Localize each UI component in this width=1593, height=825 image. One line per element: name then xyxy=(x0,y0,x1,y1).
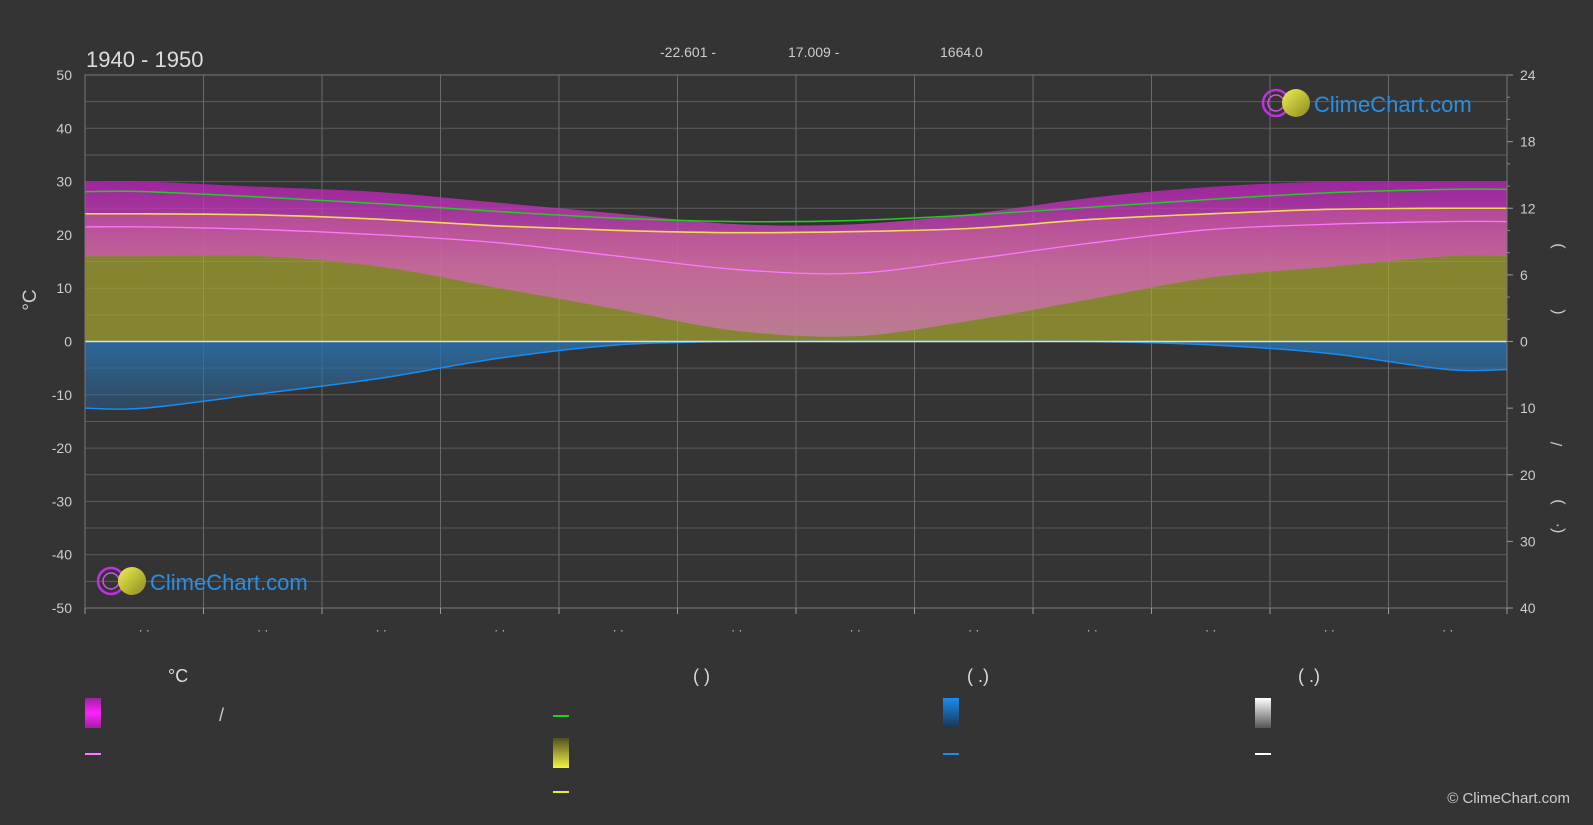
logo-sun-icon xyxy=(1282,89,1310,117)
right-top-tick-label: 0 xyxy=(1520,334,1528,350)
left-tick-label: -40 xyxy=(52,547,72,563)
precipitation-area xyxy=(85,341,1507,410)
month-tick-label: · · xyxy=(139,623,150,637)
month-tick-label: · · xyxy=(376,623,387,637)
month-tick-label: · · xyxy=(968,623,979,637)
right-bottom-tick-label: 10 xyxy=(1520,400,1536,416)
month-tick-label: · · xyxy=(494,623,505,637)
month-tick-label: · · xyxy=(1324,623,1335,637)
temperature-range-area xyxy=(85,181,1507,337)
period-title: 1940 - 1950 xyxy=(86,47,203,72)
right-top-tick-label: 18 xyxy=(1520,134,1536,150)
elevation-text: 1664.0 xyxy=(940,44,983,60)
logo-bottom[interactable]: ClimeChart.com xyxy=(96,566,308,596)
legend-snow-swatch xyxy=(1255,698,1271,728)
left-tick-label: -50 xyxy=(52,600,72,616)
month-tick-label: · · xyxy=(257,623,268,637)
copyright-text: © ClimeChart.com xyxy=(1447,790,1570,807)
legend-temp-range-label: / xyxy=(219,705,224,725)
legend-col2-header: ( ) xyxy=(693,666,710,686)
legend-rain-swatch xyxy=(943,698,959,728)
logo-top[interactable]: ClimeChart.com xyxy=(1261,88,1472,118)
longitude-text: 17.009 - xyxy=(788,44,840,60)
left-tick-label: -10 xyxy=(52,387,72,403)
legend-sunshine-swatch xyxy=(553,738,569,768)
legend: °C ( ) ( .) ( .) / xyxy=(85,666,1320,793)
left-tick-label: -20 xyxy=(52,440,72,456)
right-axis-ticks: 24 18 12 6 0 10 20 30 40 xyxy=(1507,67,1536,616)
mean-temperature-line xyxy=(85,220,1507,275)
right-top-tick-label: 6 xyxy=(1520,267,1528,283)
sunshine-line xyxy=(85,207,1507,234)
month-tick-label: · · xyxy=(613,623,624,637)
month-axis-ticks: · · · · · · · · · · · · · · · · · · · · · · · · xyxy=(84,608,1508,637)
right-axis-glyph-4: ) xyxy=(1549,499,1566,504)
left-tick-label: 10 xyxy=(56,280,72,296)
daylight-line xyxy=(85,188,1507,223)
left-axis-label: °C xyxy=(20,289,41,310)
left-tick-label: 50 xyxy=(56,67,72,83)
legend-col3-header: ( .) xyxy=(967,666,989,686)
logo-sun-icon xyxy=(118,567,146,595)
left-tick-label: 0 xyxy=(64,334,72,350)
left-tick-label: 40 xyxy=(56,120,72,136)
month-tick-label: · · xyxy=(850,623,861,637)
logo-text: ClimeChart.com xyxy=(150,570,308,595)
plot-area xyxy=(85,181,1507,410)
right-top-tick-label: 24 xyxy=(1520,67,1536,83)
month-tick-label: · · xyxy=(1087,623,1098,637)
legend-temp-range-swatch xyxy=(85,698,101,728)
legend-col1-header: °C xyxy=(168,666,188,686)
left-tick-label: 30 xyxy=(56,174,72,190)
latitude-text: -22.601 - xyxy=(660,44,716,60)
month-tick-label: · · xyxy=(731,623,742,637)
right-bottom-tick-label: 40 xyxy=(1520,600,1536,616)
left-tick-label: 20 xyxy=(56,227,72,243)
right-top-tick-label: 12 xyxy=(1520,200,1536,216)
right-axis-glyph-3: / xyxy=(1549,441,1566,446)
left-tick-label: -30 xyxy=(52,493,72,509)
right-axis-glyph-2: ( xyxy=(1549,309,1566,315)
right-axis-glyph-1: ) xyxy=(1549,243,1566,248)
left-axis-ticks: 50 40 30 20 10 0 -10 -20 -30 -40 -50 xyxy=(52,67,72,616)
legend-col4-header: ( .) xyxy=(1298,666,1320,686)
month-tick-label: · · xyxy=(1442,623,1453,637)
right-bottom-tick-label: 20 xyxy=(1520,467,1536,483)
month-tick-label: · · xyxy=(1205,623,1216,637)
right-axis-glyph-5: (· xyxy=(1549,523,1566,534)
logo-text: ClimeChart.com xyxy=(1314,92,1472,117)
right-bottom-tick-label: 30 xyxy=(1520,533,1536,549)
